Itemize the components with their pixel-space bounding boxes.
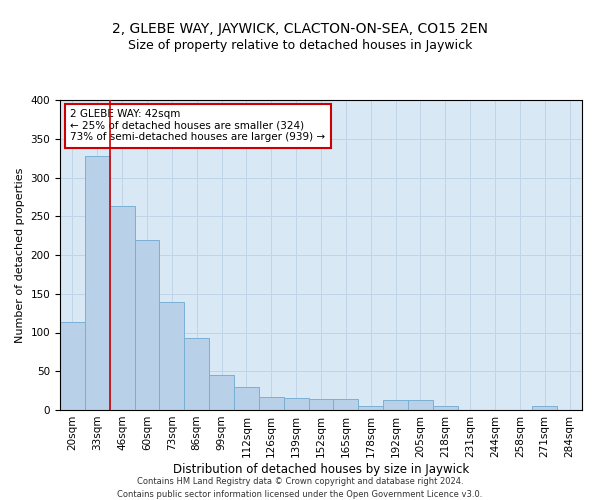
Bar bbox=[110, 206, 134, 410]
Bar bbox=[532, 406, 557, 410]
Text: Size of property relative to detached houses in Jaywick: Size of property relative to detached ho… bbox=[128, 39, 472, 52]
Bar bbox=[134, 240, 160, 410]
Text: Contains public sector information licensed under the Open Government Licence v3: Contains public sector information licen… bbox=[118, 490, 482, 499]
Bar bbox=[209, 375, 234, 410]
Bar bbox=[433, 406, 458, 410]
Bar bbox=[160, 302, 184, 410]
Bar bbox=[184, 338, 209, 410]
Bar bbox=[334, 399, 358, 410]
Bar bbox=[408, 400, 433, 410]
Bar bbox=[234, 387, 259, 410]
Text: 2, GLEBE WAY, JAYWICK, CLACTON-ON-SEA, CO15 2EN: 2, GLEBE WAY, JAYWICK, CLACTON-ON-SEA, C… bbox=[112, 22, 488, 36]
Y-axis label: Number of detached properties: Number of detached properties bbox=[15, 168, 25, 342]
Bar bbox=[284, 398, 308, 410]
Bar bbox=[308, 399, 334, 410]
Bar bbox=[383, 400, 408, 410]
Bar bbox=[259, 397, 284, 410]
Text: 2 GLEBE WAY: 42sqm
← 25% of detached houses are smaller (324)
73% of semi-detach: 2 GLEBE WAY: 42sqm ← 25% of detached hou… bbox=[70, 110, 326, 142]
Bar bbox=[358, 406, 383, 410]
Bar bbox=[60, 322, 85, 410]
Bar bbox=[85, 156, 110, 410]
X-axis label: Distribution of detached houses by size in Jaywick: Distribution of detached houses by size … bbox=[173, 462, 469, 475]
Text: Contains HM Land Registry data © Crown copyright and database right 2024.: Contains HM Land Registry data © Crown c… bbox=[137, 478, 463, 486]
